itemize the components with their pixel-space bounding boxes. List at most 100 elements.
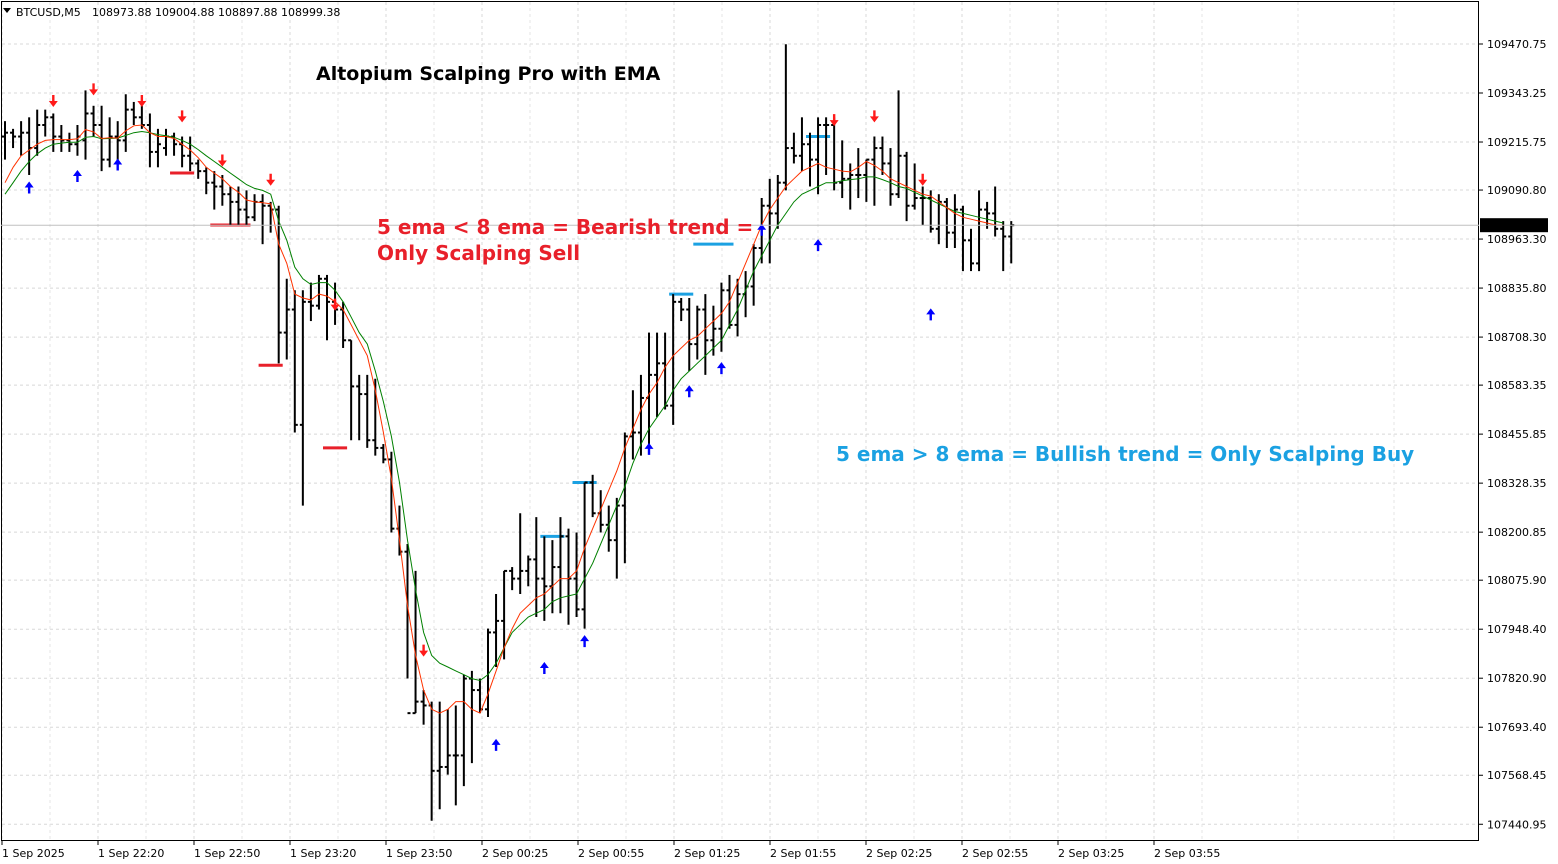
x-tick-label: 2 Sep 00:55 (578, 847, 644, 860)
sell-arrow-icon (217, 154, 227, 167)
ohlc-bar (823, 117, 830, 175)
y-tick-label: 109215.75 (1487, 136, 1547, 149)
y-tick-label: 108835.80 (1487, 282, 1547, 295)
ohlc-bar (517, 513, 524, 594)
ohlc-bar (42, 109, 49, 137)
ohlc-bar (992, 186, 999, 237)
ohlc-bar (243, 190, 250, 225)
ohlc-bar (847, 163, 854, 210)
ohlc-bar (251, 194, 258, 222)
buy-arrow-icon (644, 442, 654, 455)
buy-arrow-icon (539, 662, 549, 675)
ohlc-bar (959, 205, 966, 272)
ohlc-bar (919, 186, 926, 225)
y-tick-label: 108328.35 (1487, 477, 1547, 490)
ohlc-bar (203, 167, 210, 195)
ohlc-bar (573, 532, 580, 618)
ohlc-bar (340, 301, 347, 348)
x-tick-label: 2 Sep 01:55 (770, 847, 836, 860)
grid (1, 2, 1479, 840)
ohlc-bar (171, 132, 178, 156)
ohlc-bar (444, 709, 451, 775)
ohlc-bar (452, 705, 459, 806)
y-tick-label: 108963.30 (1487, 233, 1547, 246)
chevron-down-icon[interactable] (3, 8, 11, 13)
ohlc-bar (307, 282, 314, 322)
x-tick-label: 2 Sep 02:25 (866, 847, 932, 860)
ohlc-bar (1000, 221, 1007, 272)
signal-arrows (24, 83, 936, 751)
ohlc-bar (766, 178, 773, 264)
ohlc-bar (702, 294, 709, 375)
sell-arrow-icon (829, 114, 839, 127)
ohlc-bar (525, 555, 532, 587)
ohlc-bar (557, 517, 564, 614)
ohlc-bar (718, 282, 725, 352)
ohlc-bar (187, 136, 194, 172)
symbol-label: BTCUSD,M5 (16, 6, 81, 19)
ohlc-bar (807, 132, 813, 187)
ohlc-bar (501, 569, 508, 660)
ohlc-bar (485, 628, 491, 717)
sell-arrow-icon (869, 110, 879, 123)
ohlc-bar (605, 505, 612, 552)
ohlc-bar (943, 198, 950, 249)
y-tick-label: 108708.30 (1487, 331, 1547, 344)
y-axis: 109470.75 109343.25 109215.75 109090.80 1089… (1479, 38, 1547, 831)
sell-arrow-icon (137, 94, 147, 107)
signal-levels (170, 135, 831, 538)
ohlc-bar (1008, 221, 1015, 264)
ohlc-bar (50, 113, 57, 152)
ohlc-bar (589, 474, 596, 518)
ohlc-bar (364, 374, 371, 448)
y-tick-label: 107693.40 (1487, 721, 1547, 734)
y-tick-label: 108455.85 (1487, 428, 1547, 441)
ohlc-bar (863, 158, 870, 202)
ohlc-bar (211, 171, 218, 210)
sell-arrow-icon (89, 83, 99, 96)
ohlc-bar (646, 332, 652, 448)
x-axis: 1 Sep 2025 1 Sep 22:20 1 Sep 22:50 1 Sep 23… (1, 840, 1220, 860)
buy-arrow-icon (24, 181, 34, 194)
ohlc-bar (412, 570, 419, 715)
buy-arrow-icon (113, 158, 123, 171)
ohlc-bar (895, 90, 902, 199)
ohlc-bar (380, 444, 387, 464)
ohlc-bar (629, 390, 636, 460)
buy-arrow-icon (926, 308, 936, 321)
ohlc-bar (58, 125, 65, 152)
ohlc-bar (831, 117, 838, 191)
x-tick-label: 1 Sep 23:50 (386, 847, 452, 860)
sell-arrow-icon (48, 94, 58, 107)
ohlc-bar (621, 432, 628, 564)
x-tick-label: 1 Sep 23:20 (290, 847, 356, 860)
ohlc-bar (782, 44, 789, 191)
ohlc-bar (839, 140, 846, 199)
buy-arrow-icon (580, 635, 590, 648)
ohlc-bar (911, 163, 918, 210)
ohlc-bar (122, 94, 129, 152)
buy-arrow-icon (72, 169, 82, 182)
ohlc-bar (388, 451, 395, 533)
ohlc-bar (951, 194, 958, 249)
ohlc-bar (468, 670, 475, 764)
sell-arrow-icon (266, 173, 276, 186)
ohlc-bar (541, 536, 548, 621)
ohlc-bar (2, 121, 8, 160)
ohlc-bar (798, 117, 805, 172)
x-tick-label: 2 Sep 02:55 (962, 847, 1028, 860)
buy-arrow-icon (491, 738, 501, 751)
ohlc-bar (18, 121, 25, 156)
ohlc-bar (984, 201, 991, 229)
y-tick-label: 108200.85 (1487, 526, 1547, 539)
ohlc-bar (927, 190, 934, 233)
ohlc-bar (686, 297, 693, 372)
ohlc-bar (34, 109, 41, 156)
y-tick-label: 107440.95 (1487, 818, 1547, 831)
ohlc-bar (163, 128, 169, 156)
ohlc-bar (267, 201, 274, 233)
ohlc-bar (146, 113, 153, 168)
ohlc-bar (509, 567, 516, 591)
current-price-box (1480, 218, 1548, 233)
